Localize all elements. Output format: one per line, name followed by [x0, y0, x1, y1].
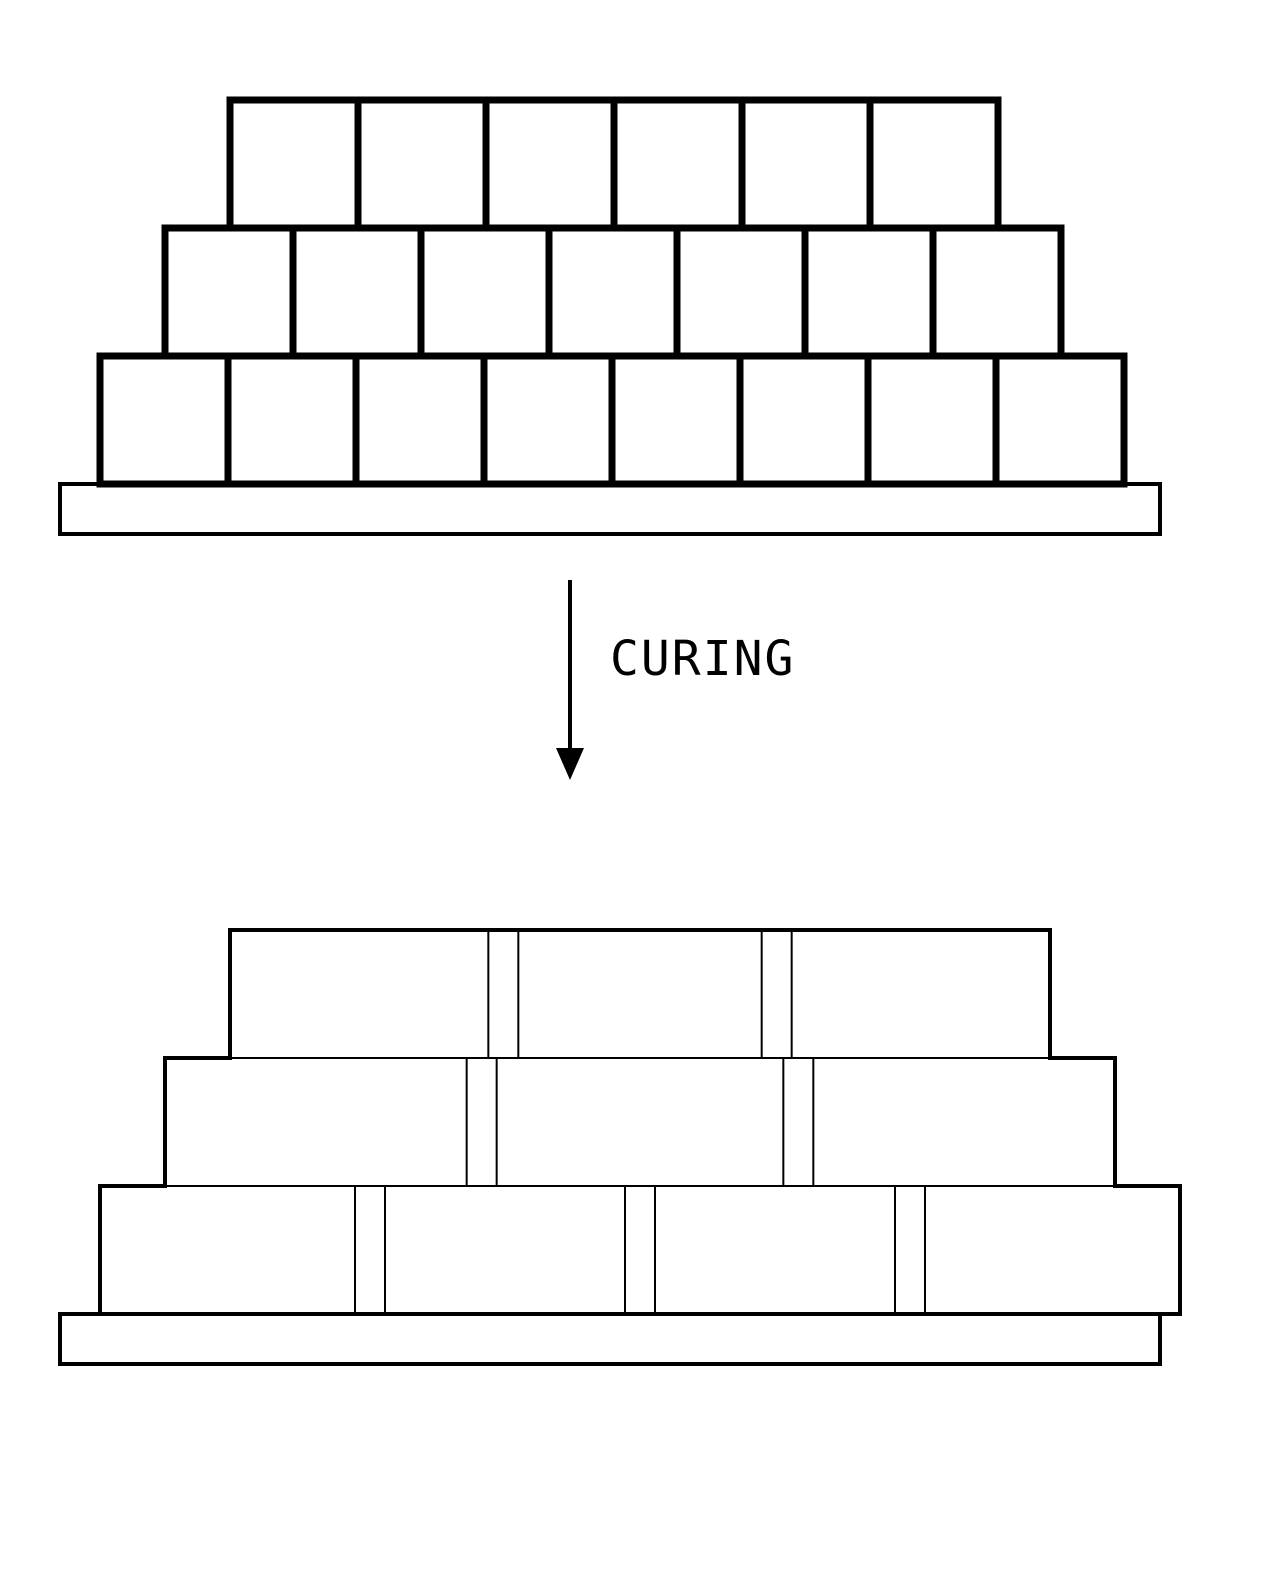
block	[356, 356, 484, 484]
block	[805, 228, 933, 356]
process-arrow: CURING	[556, 580, 795, 780]
block	[228, 356, 356, 484]
block	[549, 228, 677, 356]
cured-row	[165, 1058, 1115, 1186]
block	[742, 100, 870, 228]
block	[486, 100, 614, 228]
cured-row	[230, 930, 1050, 1058]
bottom-base	[60, 1314, 1160, 1364]
block	[165, 228, 293, 356]
block	[868, 356, 996, 484]
cured-row	[100, 1186, 1180, 1314]
arrow-head	[556, 748, 584, 780]
block	[230, 100, 358, 228]
block	[484, 356, 612, 484]
block	[614, 100, 742, 228]
block	[612, 356, 740, 484]
block	[677, 228, 805, 356]
block	[293, 228, 421, 356]
block	[996, 356, 1124, 484]
block	[933, 228, 1061, 356]
top-base	[60, 484, 1160, 534]
arrow-label: CURING	[610, 631, 795, 687]
block	[421, 228, 549, 356]
top-diagram	[60, 100, 1160, 534]
bottom-diagram	[60, 930, 1180, 1364]
block	[100, 356, 228, 484]
block	[358, 100, 486, 228]
block	[740, 356, 868, 484]
block	[870, 100, 998, 228]
